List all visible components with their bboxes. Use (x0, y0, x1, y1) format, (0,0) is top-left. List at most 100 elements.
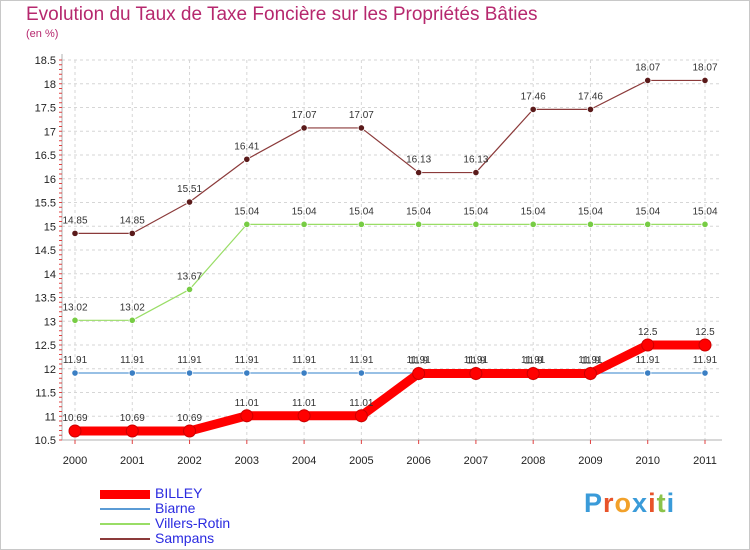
data-label: 11.91 (406, 355, 431, 366)
y-axis-unit-label: (en %) (26, 28, 59, 40)
data-point (183, 424, 197, 438)
y-tick-label: 10.5 (35, 435, 56, 447)
x-tick-label: 2009 (578, 455, 602, 467)
data-label: 16.13 (406, 155, 431, 166)
x-tick-label: 2007 (464, 455, 488, 467)
data-point (526, 367, 540, 380)
series-line-villers-rotin (74, 223, 706, 321)
legend-label: Villers-Rotin (155, 515, 231, 531)
data-point (71, 316, 79, 324)
x-tick-label: 2004 (292, 455, 316, 467)
data-label: 12.5 (695, 327, 715, 338)
legend-item: Biarne (100, 500, 300, 517)
data-point (240, 409, 254, 423)
y-tick-label: 11.5 (35, 388, 56, 400)
legend-label: Biarne (155, 500, 196, 516)
data-point (357, 124, 365, 132)
data-point (357, 220, 365, 228)
legend-label: BILLEY (155, 485, 203, 501)
data-label: 11.91 (120, 355, 145, 366)
data-label: 13.02 (120, 302, 145, 313)
data-label: 11.91 (578, 355, 603, 366)
legend-item: BILLEY (100, 485, 300, 502)
data-label: 11.91 (464, 355, 489, 366)
legend-label: Sampans (155, 530, 215, 546)
data-point (472, 168, 480, 177)
data-point (641, 338, 655, 352)
data-point (128, 229, 136, 237)
data-label: 11.91 (349, 355, 374, 366)
data-label: 17.46 (521, 91, 546, 102)
data-point (644, 76, 652, 85)
x-tick-label: 2002 (177, 455, 201, 467)
data-label: 18.07 (635, 62, 660, 73)
legend-swatch (100, 508, 150, 510)
data-point (300, 124, 308, 132)
data-label: 18.07 (692, 62, 717, 73)
data-point (529, 105, 537, 114)
legend-swatch (100, 523, 150, 525)
y-tick-label: 13 (44, 316, 56, 328)
data-point (71, 369, 79, 377)
data-point (698, 338, 712, 352)
data-label: 11.9 (524, 356, 543, 367)
y-tick-label: 17.5 (35, 103, 56, 115)
x-tick-label: 2003 (235, 455, 259, 467)
y-tick-label: 15.5 (35, 198, 56, 210)
data-label: 15.04 (292, 206, 317, 217)
x-tick-label: 2008 (521, 455, 545, 467)
data-label: 11.01 (292, 398, 317, 409)
data-point (300, 220, 308, 228)
legend: BILLEY Biarne Villers-Rotin Sampans (100, 485, 300, 547)
x-tick-label: 2001 (120, 455, 144, 467)
logo-letter: x (632, 488, 649, 518)
x-tick-label: 2011 (693, 455, 717, 467)
data-label: 15.04 (521, 206, 546, 217)
series-line-sampans (74, 79, 706, 234)
data-label: 17.46 (578, 91, 603, 102)
data-point (243, 155, 251, 163)
data-point (415, 220, 423, 228)
data-point (415, 168, 423, 177)
legend-item: Sampans (100, 530, 300, 547)
legend-swatch (100, 489, 150, 499)
data-label: 16.13 (463, 155, 488, 166)
y-tick-label: 14 (44, 269, 56, 281)
data-label: 11.91 (292, 355, 317, 366)
y-tick-label: 12 (44, 364, 56, 376)
logo-letter: i (648, 488, 657, 518)
data-label: 15.04 (349, 206, 374, 217)
data-point (297, 409, 311, 423)
data-point (583, 367, 597, 380)
data-label: 15.51 (177, 184, 202, 195)
data-label: 11.91 (63, 355, 88, 366)
logo-letter: o (614, 488, 633, 518)
data-point (71, 229, 79, 237)
logo-letter: i (666, 488, 676, 518)
data-label: 11.91 (636, 355, 661, 366)
data-point (68, 424, 82, 438)
data-point (472, 220, 480, 228)
data-point (701, 220, 709, 228)
data-point (300, 369, 308, 377)
data-label: 11.9 (467, 356, 486, 367)
data-label: 15.04 (463, 206, 488, 217)
y-tick-label: 17 (44, 126, 56, 138)
data-label: 11.91 (177, 355, 202, 366)
y-tick-label: 16 (44, 174, 56, 186)
data-label: 11.91 (235, 355, 260, 366)
logo-letter: r (603, 488, 615, 518)
data-label: 15.04 (692, 206, 717, 217)
data-label: 12.5 (638, 327, 658, 338)
data-label: 14.85 (120, 215, 145, 226)
y-tick-label: 11 (45, 411, 56, 423)
data-label: 10.69 (62, 413, 87, 424)
data-point (185, 285, 194, 294)
data-label: 10.69 (120, 413, 145, 424)
data-label: 13.02 (62, 302, 87, 313)
x-tick-label: 2005 (349, 455, 373, 467)
data-label: 15.04 (578, 206, 603, 217)
data-point (357, 369, 365, 377)
x-tick-label: 2000 (63, 455, 87, 467)
